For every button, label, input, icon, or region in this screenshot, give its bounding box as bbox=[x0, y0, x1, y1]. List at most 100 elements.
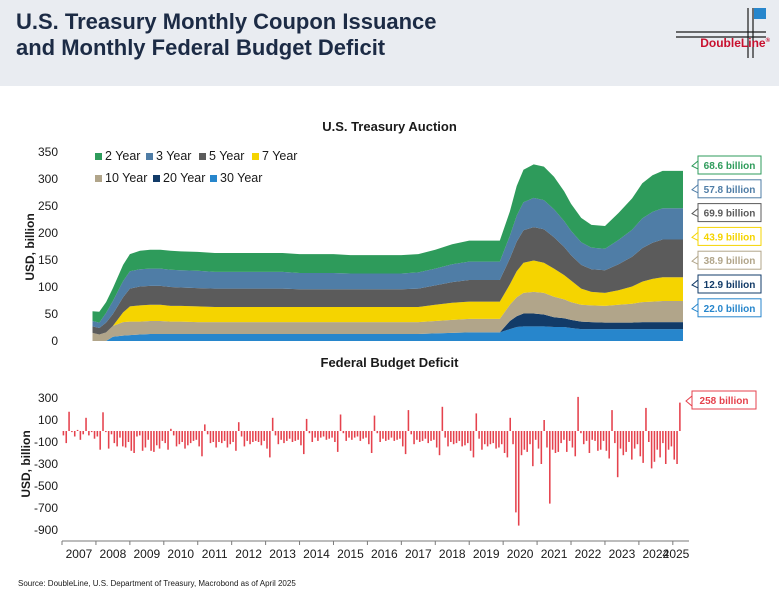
deficit-bar-98 bbox=[339, 414, 342, 431]
deficit-bar-93 bbox=[325, 431, 328, 440]
deficit-bar-190 bbox=[599, 431, 602, 450]
deficit-bar-176 bbox=[560, 431, 562, 444]
deficit-bar-157 bbox=[506, 431, 509, 458]
deficit-bar-142 bbox=[464, 431, 466, 446]
end-label-box bbox=[697, 203, 762, 223]
auction-y-tick-250: 250 bbox=[38, 199, 58, 213]
deficit-bar-170 bbox=[543, 420, 545, 431]
end-label-pointer bbox=[691, 231, 699, 242]
deficit-bar-123 bbox=[410, 431, 413, 435]
x-tick-label-2019: 2019 bbox=[473, 547, 500, 561]
deficit-bar-64 bbox=[243, 431, 246, 447]
deficit-bar-202 bbox=[633, 431, 636, 449]
auction-y-tick-50: 50 bbox=[45, 307, 59, 321]
deficit-bar-205 bbox=[642, 431, 644, 463]
end-label-text: 68.6 billion bbox=[704, 161, 756, 172]
deficit-bar-182 bbox=[577, 396, 579, 431]
deficit-bar-75 bbox=[274, 431, 277, 436]
deficit-bar-13 bbox=[99, 431, 101, 450]
deficit-bar-183 bbox=[580, 431, 582, 434]
deficit-bar-18 bbox=[113, 431, 116, 444]
deficit-bar-41 bbox=[178, 431, 181, 445]
end-label-text: 43.9 billion bbox=[704, 232, 756, 243]
end-label-22-0-billion: 22.0 billion bbox=[691, 298, 762, 318]
auction-y-axis-label: USD, billion bbox=[23, 213, 37, 280]
x-tick-label-2023: 2023 bbox=[609, 547, 636, 561]
deficit-bar-158 bbox=[509, 417, 511, 431]
deficit-bar-177 bbox=[563, 431, 565, 440]
deficit-bar-96 bbox=[334, 431, 336, 442]
deficit-bar-10 bbox=[90, 431, 93, 433]
deficit-bar-6 bbox=[79, 431, 82, 440]
deficit-bar-38 bbox=[170, 428, 172, 431]
deficit-bar-106 bbox=[362, 431, 364, 439]
end-label-text: 69.9 billion bbox=[704, 209, 756, 220]
deficit-bar-167 bbox=[534, 431, 537, 440]
budget-deficit-chart: USD, billion 300 100 -100 -300 -500 -700 -900 20… bbox=[19, 390, 757, 561]
end-label-text: 22.0 billion bbox=[704, 304, 756, 315]
deficit-bar-40 bbox=[175, 431, 178, 447]
deficit-bar-9 bbox=[88, 431, 90, 436]
deficit-bar-121 bbox=[404, 431, 407, 455]
deficit-bar-200 bbox=[628, 431, 630, 442]
end-label-pointer bbox=[691, 302, 699, 313]
deficit-bar-114 bbox=[385, 431, 387, 441]
deficit-bar-124 bbox=[413, 431, 415, 445]
deficit-bar-168 bbox=[537, 431, 540, 449]
deficit-bar-154 bbox=[498, 431, 500, 448]
deficit-bar-193 bbox=[608, 431, 610, 459]
deficit-bar-44 bbox=[187, 431, 189, 446]
doubleline-logo: DoubleLine® bbox=[674, 36, 770, 50]
end-label-box bbox=[697, 155, 762, 175]
legend-swatch-2-year bbox=[95, 153, 102, 160]
deficit-y-tick-300: 300 bbox=[38, 391, 58, 405]
deficit-bar-109 bbox=[370, 431, 373, 453]
deficit-bar-29 bbox=[144, 431, 147, 448]
x-tick-label-2009: 2009 bbox=[133, 547, 160, 561]
header-band: U.S. Treasury Monthly Coupon Issuance an… bbox=[0, 0, 779, 86]
deficit-bar-1 bbox=[65, 431, 68, 444]
deficit-bar-140 bbox=[458, 431, 461, 441]
x-tick-label-2024: 2024 bbox=[643, 547, 670, 561]
deficit-bar-110 bbox=[373, 415, 376, 431]
deficit-bar-184 bbox=[582, 431, 585, 445]
deficit-bar-174 bbox=[554, 431, 557, 453]
deficit-bar-215 bbox=[670, 431, 673, 447]
x-tick-label-2012: 2012 bbox=[235, 547, 262, 561]
deficit-bar-34 bbox=[158, 431, 161, 449]
x-tick-label-2020: 2020 bbox=[507, 547, 534, 561]
deficit-bar-201 bbox=[631, 431, 633, 460]
deficit-bar-42 bbox=[181, 431, 183, 442]
deficit-bar-179 bbox=[568, 431, 571, 441]
deficit-bar-49 bbox=[201, 431, 203, 457]
deficit-bar-104 bbox=[356, 431, 359, 437]
legend-label-10-year: 10 Year bbox=[105, 171, 147, 185]
deficit-bar-62 bbox=[237, 422, 240, 431]
deficit-end-label: 258 billion bbox=[685, 390, 757, 410]
doubleline-logo-text: DoubleLine bbox=[700, 36, 766, 50]
deficit-bar-72 bbox=[266, 431, 268, 449]
deficit-bar-31 bbox=[150, 431, 152, 451]
end-label-box bbox=[697, 179, 762, 199]
deficit-bar-175 bbox=[557, 431, 560, 452]
deficit-bar-22 bbox=[124, 431, 127, 448]
end-label-pointer bbox=[691, 159, 699, 170]
deficit-bar-99 bbox=[342, 431, 345, 434]
deficit-bar-15 bbox=[105, 431, 107, 433]
deficit-bar-125 bbox=[416, 431, 418, 440]
deficit-bar-191 bbox=[602, 431, 605, 441]
deficit-bar-36 bbox=[164, 431, 166, 444]
deficit-bar-47 bbox=[195, 431, 198, 440]
deficit-y-tick-100: 100 bbox=[38, 413, 58, 427]
deficit-bar-153 bbox=[495, 431, 497, 449]
deficit-bar-120 bbox=[401, 431, 404, 447]
deficit-bar-85 bbox=[303, 431, 305, 455]
page-title-line-1: U.S. Treasury Monthly Coupon Issuance bbox=[16, 9, 437, 34]
deficit-bar-103 bbox=[353, 431, 356, 438]
deficit-bar-180 bbox=[571, 431, 574, 448]
end-label-pointer bbox=[691, 183, 699, 194]
deficit-bar-35 bbox=[161, 431, 164, 441]
deficit-y-tick-300: -300 bbox=[34, 457, 58, 471]
deficit-bar-68 bbox=[254, 431, 257, 441]
deficit-bar-87 bbox=[308, 431, 311, 434]
